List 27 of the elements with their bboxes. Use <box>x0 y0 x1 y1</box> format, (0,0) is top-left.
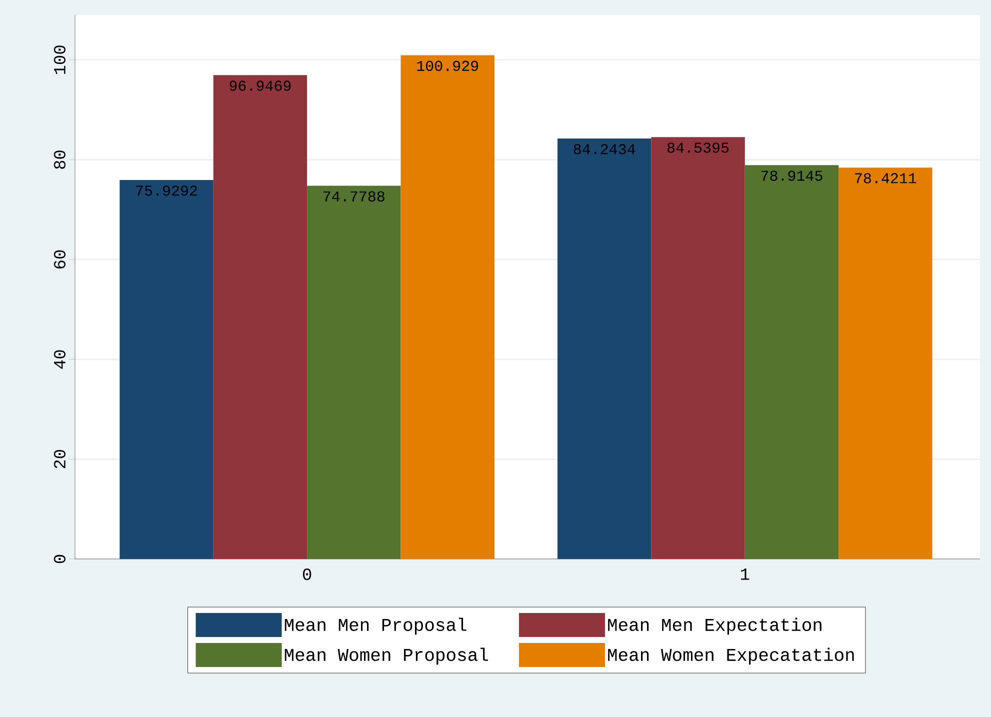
data-label: 84.2434 <box>574 144 636 154</box>
data-label: 74.7788 <box>324 191 384 202</box>
bar <box>557 138 652 559</box>
y-tick-label: 100 <box>54 46 66 74</box>
bar <box>213 75 308 559</box>
legend-label: Mean Men Proposal <box>284 618 466 635</box>
data-label: 75.9292 <box>136 186 197 196</box>
x-tick-label: 1 <box>741 568 750 580</box>
legend-label: Mean Women Proposal <box>284 648 488 665</box>
data-label: 78.4211 <box>855 173 916 184</box>
bar <box>400 55 494 559</box>
y-tick-label: 80 <box>54 150 66 169</box>
data-label: 96.9469 <box>230 80 291 91</box>
y-tick-label: 0 <box>54 554 66 564</box>
y-tick-label: 40 <box>54 350 66 369</box>
bar <box>120 180 214 559</box>
bar <box>307 186 401 559</box>
data-label: 78.9145 <box>761 170 822 181</box>
y-tick-label: 60 <box>54 250 66 268</box>
data-label: 100.929 <box>417 60 478 71</box>
bar <box>744 165 839 559</box>
data-label: 84.5395 <box>668 142 729 153</box>
legend-label: Mean Women Expecatation <box>608 648 854 665</box>
y-tick-label: 20 <box>54 450 66 468</box>
bar <box>651 137 745 559</box>
bar <box>838 168 932 559</box>
legend-label: Mean Men Expectation <box>608 618 822 635</box>
